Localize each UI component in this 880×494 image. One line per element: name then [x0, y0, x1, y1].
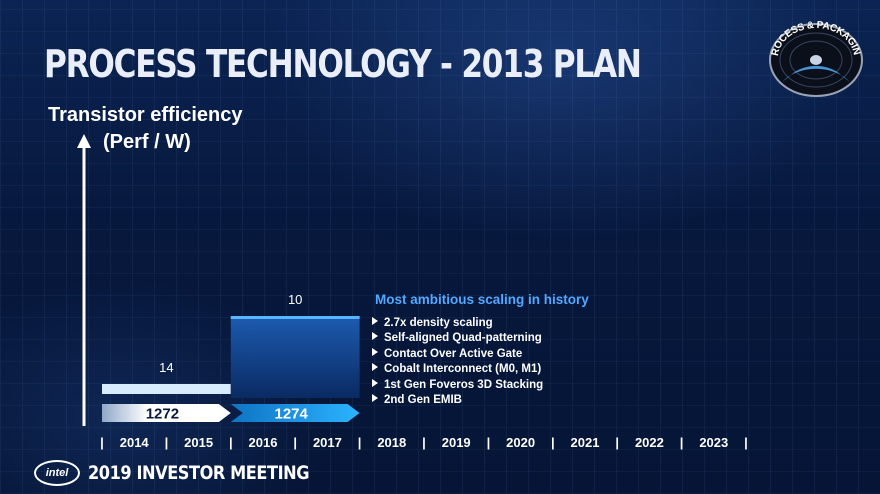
scaling-feature-item: 2nd Gen EMIB [372, 393, 543, 408]
x-axis-separator: | [551, 435, 555, 450]
x-axis-tick-2021: 2021 [571, 435, 600, 450]
scaling-feature-text: 2.7x density scaling [384, 317, 493, 329]
scaling-feature-list: 2.7x density scaling Self-aligned Quad-pa… [372, 316, 543, 408]
x-axis-separator: | [100, 435, 104, 450]
bar-label-10: 10 [288, 292, 302, 307]
x-axis-separator: | [229, 435, 233, 450]
x-axis-separator: | [680, 435, 684, 450]
process-code-label-1274: 1274 [275, 406, 309, 423]
x-axis-separator: | [744, 435, 748, 450]
bar-node-10-top-edge [230, 316, 360, 319]
x-axis-tick-2023: 2023 [699, 435, 728, 450]
scaling-feature-text: 2nd Gen EMIB [384, 394, 462, 407]
scaling-feature-item: 2.7x density scaling [372, 316, 543, 331]
badge-graphic: PROCESS & PACKAGING [760, 4, 863, 97]
x-axis-tick-2016: 2016 [249, 435, 278, 450]
x-axis-separator: | [165, 435, 169, 450]
scaling-feature-item: Cobalt Interconnect (M0, M1) [372, 362, 543, 377]
process-code-chevron-1272 [102, 404, 231, 422]
x-axis-tick-2022: 2022 [635, 435, 664, 450]
scaling-feature-text: 1st Gen Foveros 3D Stacking [384, 378, 544, 391]
x-axis-tick-2014: 2014 [120, 435, 150, 450]
bar-label-14: 14 [159, 360, 173, 375]
x-axis-separator: | [615, 435, 619, 450]
x-axis-separator: | [422, 435, 426, 450]
footer: intel 2019 INVESTOR MEETING [34, 458, 348, 488]
x-axis-tick-2020: 2020 [506, 435, 535, 450]
scaling-feature-item: Self-aligned Quad-patterning [372, 331, 543, 346]
scaling-feature-text: Cobalt Interconnect (M0, M1) [384, 363, 542, 376]
scaling-feature-item: 1st Gen Foveros 3D Stacking [372, 378, 543, 393]
triangle-bullet-icon [372, 394, 378, 403]
x-axis-tick-2017: 2017 [313, 435, 342, 450]
x-axis-separator: | [358, 435, 362, 450]
process-code-label-1272: 1272 [146, 406, 179, 423]
triangle-bullet-icon [372, 317, 378, 325]
process-packaging-badge: PROCESS & PACKAGING [760, 4, 868, 98]
x-axis-separator: | [293, 435, 297, 450]
y-axis-label-line1: Transistor efficiency [48, 104, 243, 126]
event-title: 2019 INVESTOR MEETING [88, 462, 310, 484]
scaling-feature-item: Contact Over Active Gate [372, 347, 543, 362]
triangle-bullet-icon [372, 347, 378, 356]
intel-logo: intel [34, 460, 80, 486]
process-code-chevron-1274 [230, 404, 360, 422]
scaling-feature-text: Self-aligned Quad-patterning [384, 332, 542, 345]
triangle-bullet-icon [372, 332, 378, 341]
y-axis-label-line2: (Perf / W) [103, 131, 191, 153]
x-axis-tick-2015: 2015 [184, 435, 213, 450]
bar-node-14 [102, 384, 231, 394]
slide-title: PROCESS TECHNOLOGY - 2013 PLAN [44, 42, 642, 86]
scaling-feature-text: Contact Over Active Gate [384, 347, 523, 360]
x-axis-tick-2019: 2019 [442, 435, 471, 450]
triangle-bullet-icon [372, 363, 378, 372]
scaling-annotation-heading: Most ambitious scaling in history [375, 292, 589, 307]
x-axis-tick-2018: 2018 [377, 435, 406, 450]
y-axis-arrowhead [77, 134, 91, 148]
x-axis-separator: | [487, 435, 491, 450]
triangle-bullet-icon [372, 378, 378, 387]
bar-node-10 [230, 316, 360, 398]
